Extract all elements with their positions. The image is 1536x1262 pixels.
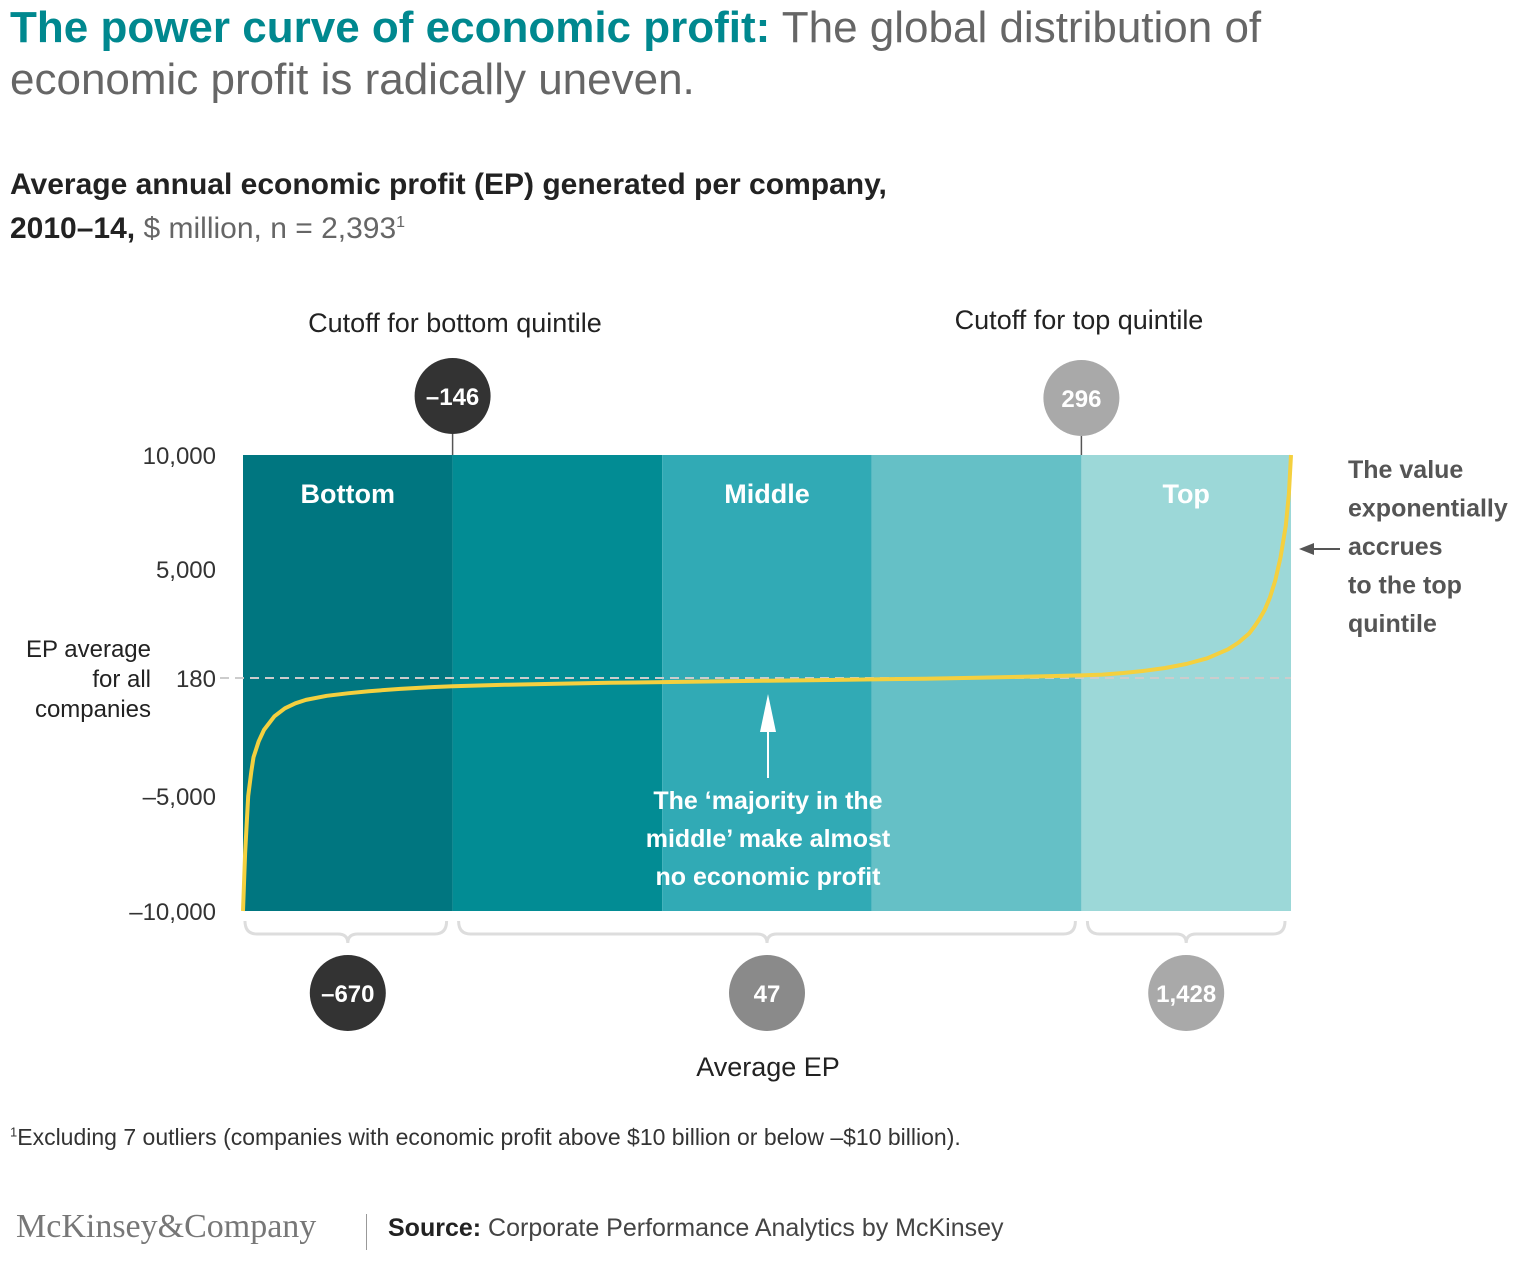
brand-logo: McKinsey&Company: [16, 1208, 317, 1245]
quintile-band-5: [1081, 455, 1291, 911]
footnote-text: Excluding 7 outliers (companies with eco…: [17, 1124, 961, 1150]
average-value: 47: [754, 981, 781, 1008]
y-tick-label: 10,000: [143, 443, 216, 470]
subtitle-footnote-mark: 1: [396, 214, 406, 231]
average-bracket: [1085, 920, 1287, 944]
quintile-band-1: [243, 455, 453, 911]
footnote: 1Excluding 7 outliers (companies with ec…: [10, 1124, 961, 1151]
cutoff-label: Cutoff for top quintile: [955, 305, 1204, 335]
middle-annotation: The ‘majority in the middle’ make almost n…: [646, 787, 891, 891]
title-rest: The global distribution of economic prof…: [10, 3, 1262, 104]
average-value: –670: [321, 981, 374, 1008]
y-tick-label: –5,000: [143, 784, 216, 811]
brand-divider: [366, 1214, 367, 1250]
average-value: 1,428: [1156, 981, 1216, 1008]
y-tick-label: –10,000: [129, 899, 216, 926]
chart-title: The power curve of economic profit: The …: [10, 2, 1430, 106]
average-bubble: [1148, 955, 1225, 1031]
y-tick-label: 180: [176, 666, 216, 693]
quintile-label-top: Top: [1162, 479, 1209, 509]
average-bubble: [729, 955, 805, 1031]
source-line: Source: Corporate Performance Analytics …: [388, 1214, 1004, 1243]
ep-curve: [241, 454, 1293, 912]
average-bubble: [309, 955, 386, 1031]
subtitle-measure: Average annual economic profit (EP) gene…: [10, 168, 887, 245]
cutoff-label: Cutoff for bottom quintile: [308, 308, 602, 338]
footnote-mark: 1: [10, 1124, 18, 1140]
quintile-label-bottom: Bottom: [301, 479, 395, 509]
top-arrow-head: [1299, 543, 1314, 555]
cutoff-value: 296: [1061, 386, 1101, 413]
subtitle-unit: $ million, n = 2,393: [143, 212, 397, 245]
average-bracket: [243, 920, 449, 944]
chart-subtitle: Average annual economic profit (EP) gene…: [10, 166, 910, 248]
source-text: Corporate Performance Analytics by McKin…: [488, 1214, 1004, 1242]
quintile-label-middle: Middle: [724, 479, 810, 509]
cutoff-bubble: [414, 358, 491, 434]
cutoff-bubble: [1043, 360, 1120, 436]
quintile-band-4: [871, 455, 1082, 911]
average-line-label: EP average for all companies: [26, 636, 151, 723]
average-ep-label: Average EP: [696, 1052, 840, 1082]
cutoff-value: –146: [426, 384, 479, 411]
source-label: Source:: [388, 1214, 482, 1242]
title-lead: The power curve of economic profit:: [10, 3, 771, 52]
top-annotation: The value exponentially accrues to the top q…: [1348, 456, 1508, 638]
middle-arrow-head: [760, 694, 776, 732]
y-tick-label: 5,000: [156, 557, 216, 584]
average-bracket: [457, 920, 1077, 944]
